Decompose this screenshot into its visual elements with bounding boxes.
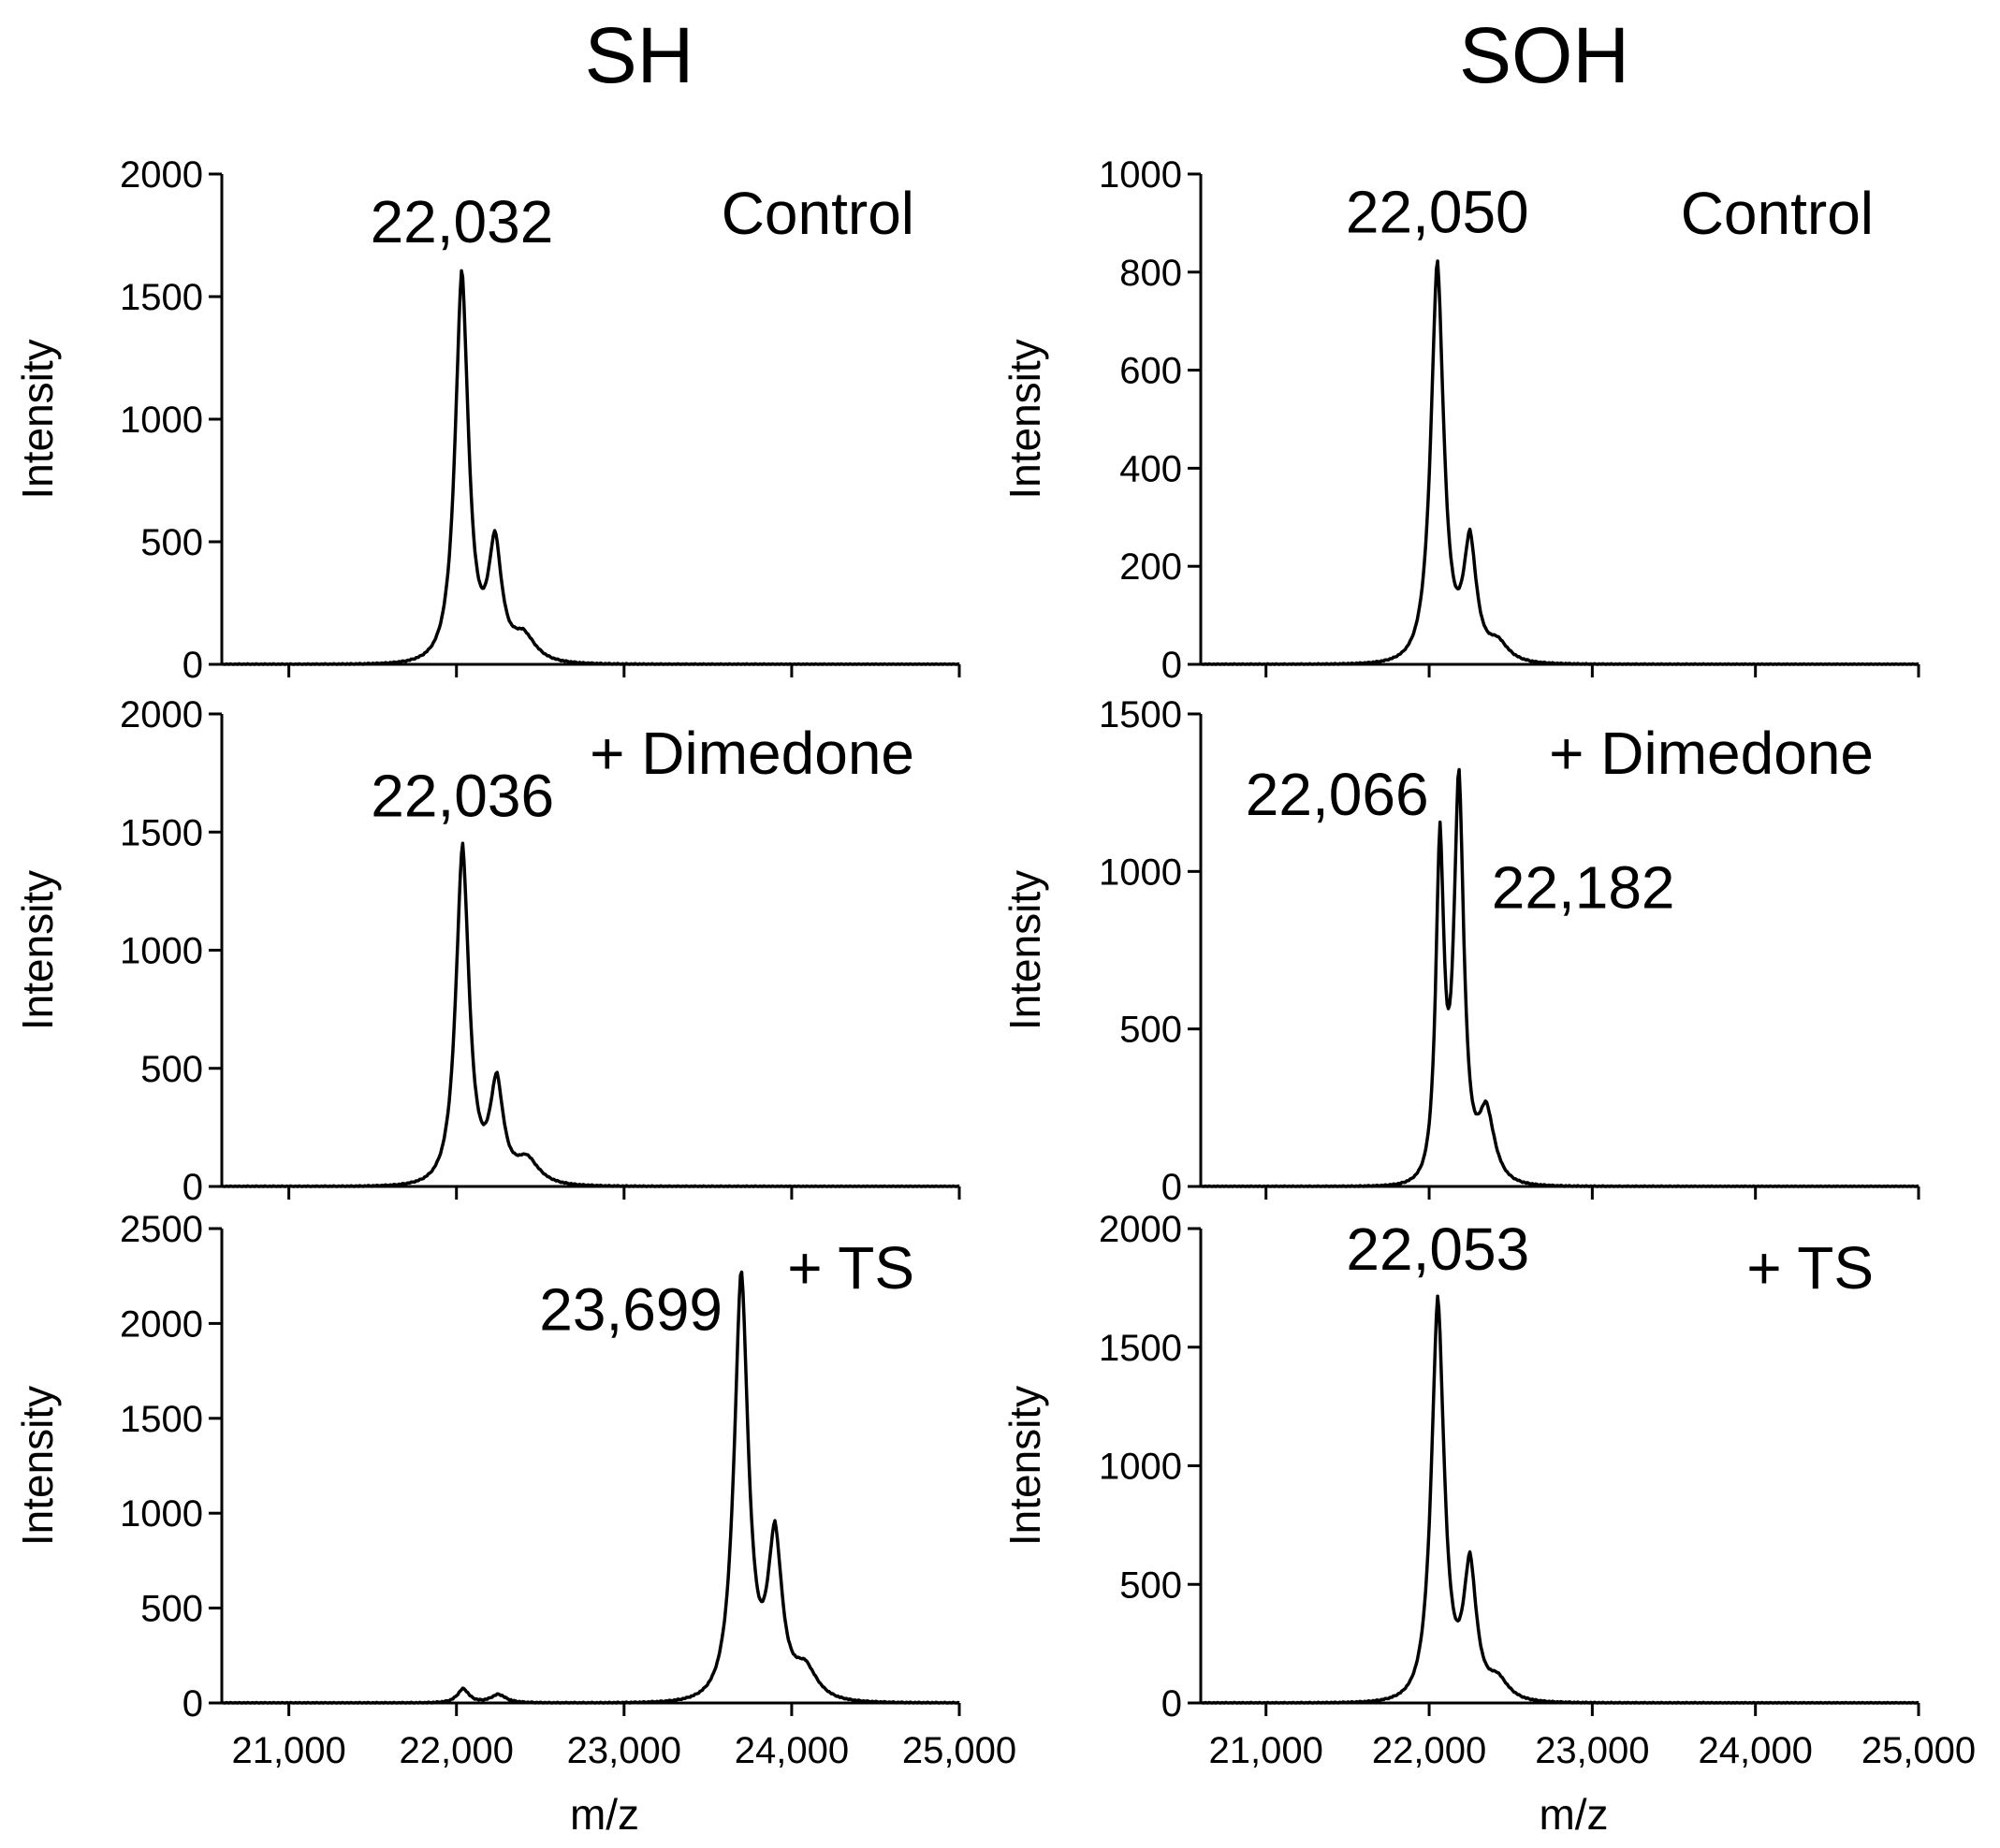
y-tick-label: 500 xyxy=(1119,1010,1182,1051)
x-tick-label: 24,000 xyxy=(735,1730,849,1771)
x-tick-label: 25,000 xyxy=(1861,1730,1976,1771)
y-tick-label: 1000 xyxy=(120,400,203,441)
panel-soh-2: 0 500 1000 1500 Intensity + Dimedone 22,066 22,… xyxy=(1000,694,1920,1208)
y-tick-label: 800 xyxy=(1119,253,1182,294)
y-tick-label: 1000 xyxy=(1099,154,1182,196)
x-tick-label: 22,000 xyxy=(1372,1730,1486,1771)
x-tick-label: 21,000 xyxy=(1209,1730,1323,1771)
y-axis-label: Intensity xyxy=(1000,870,1049,1030)
spectrum-trace xyxy=(221,841,960,1188)
y-tick-label: 0 xyxy=(1161,1167,1182,1208)
panel-soh-1: 0 200 400 600 800 1000 Intensity Control 22,050 xyxy=(1000,154,1920,686)
axis-lines xyxy=(220,174,959,666)
y-tick-label: 2000 xyxy=(120,154,203,196)
peak-label: 23,699 xyxy=(539,1276,723,1344)
condition-label: + TS xyxy=(787,1234,914,1302)
y-tick-label: 200 xyxy=(1119,546,1182,588)
x-axis-label: m/z xyxy=(1539,1790,1608,1839)
y-axis-label: Intensity xyxy=(13,339,62,499)
condition-label: + Dimedone xyxy=(590,720,914,787)
y-tick-label: 500 xyxy=(1119,1564,1182,1606)
y-tick-label: 1500 xyxy=(120,1399,203,1440)
y-tick-label: 500 xyxy=(140,1589,203,1630)
spectrum-trace xyxy=(1200,259,1920,666)
column-title-sh: SH xyxy=(585,11,694,99)
x-axis-label: m/z xyxy=(570,1790,639,1839)
column-title-soh: SOH xyxy=(1459,11,1629,99)
peak-label: 22,032 xyxy=(371,188,554,255)
y-tick-label: 1000 xyxy=(120,1493,203,1535)
y-tick-label: 0 xyxy=(182,1683,203,1724)
peak-label: 22,053 xyxy=(1346,1215,1529,1283)
y-tick-label: 2000 xyxy=(120,1303,203,1345)
x-tick-label: 23,000 xyxy=(1535,1730,1649,1771)
condition-label: Control xyxy=(722,180,914,247)
y-tick-label: 1000 xyxy=(120,931,203,972)
y-tick-label: 0 xyxy=(1161,1683,1182,1724)
x-tick-label: 21,000 xyxy=(231,1730,345,1771)
y-tick-label: 2500 xyxy=(120,1209,203,1250)
spectrum-trace xyxy=(221,269,960,666)
y-tick-label: 1000 xyxy=(1099,1447,1182,1488)
panel-sh-3: 0 500 1000 1500 2000 2500 21,000 22,000 23,000 24… xyxy=(13,1209,1016,1771)
x-tick-label: 23,000 xyxy=(567,1730,681,1771)
y-axis-label: Intensity xyxy=(1000,339,1049,499)
condition-label: + Dimedone xyxy=(1549,720,1874,787)
y-axis-label: Intensity xyxy=(13,1386,62,1546)
y-tick-label: 0 xyxy=(182,1167,203,1208)
x-tick-label: 24,000 xyxy=(1699,1730,1813,1771)
peak-label: 22,050 xyxy=(1346,178,1529,245)
panel-sh-1: 0 500 1000 1500 2000 Intensity Control 22,032 xyxy=(13,154,961,686)
y-tick-label: 2000 xyxy=(1099,1209,1182,1250)
y-axis-label: Intensity xyxy=(1000,1386,1049,1546)
y-tick-label: 1500 xyxy=(1099,1328,1182,1369)
y-axis-label: Intensity xyxy=(13,870,62,1030)
axis-lines xyxy=(1199,174,1919,666)
y-tick-label: 1500 xyxy=(1099,694,1182,735)
y-tick-label: 0 xyxy=(182,645,203,686)
y-tick-label: 2000 xyxy=(120,694,203,735)
x-tick-label: 22,000 xyxy=(400,1730,514,1771)
peak-label: 22,036 xyxy=(371,762,554,829)
y-tick-label: 500 xyxy=(140,1049,203,1090)
spectrum-trace xyxy=(221,1270,960,1705)
panel-sh-2: 0 500 1000 1500 2000 Intensity + Dimedone 22,03… xyxy=(13,694,961,1208)
y-tick-label: 500 xyxy=(140,522,203,563)
peak-label: 22,066 xyxy=(1246,761,1429,828)
y-tick-label: 1000 xyxy=(1099,851,1182,893)
y-tick-label: 1500 xyxy=(120,277,203,318)
peak-label: 22,182 xyxy=(1492,853,1675,921)
y-tick-label: 400 xyxy=(1119,448,1182,489)
y-tick-label: 1500 xyxy=(120,812,203,853)
panel-soh-3: 0 500 1000 1500 2000 21,000 22,000 23,000 24,000… xyxy=(1000,1209,1976,1771)
y-tick-label: 600 xyxy=(1119,351,1182,392)
condition-label: + TS xyxy=(1746,1234,1874,1302)
y-tick-label: 0 xyxy=(1161,645,1182,686)
condition-label: Control xyxy=(1681,180,1874,247)
spectrum-trace xyxy=(1200,767,1920,1188)
spectrum-trace xyxy=(1200,1294,1920,1705)
x-tick-label: 25,000 xyxy=(902,1730,1016,1771)
